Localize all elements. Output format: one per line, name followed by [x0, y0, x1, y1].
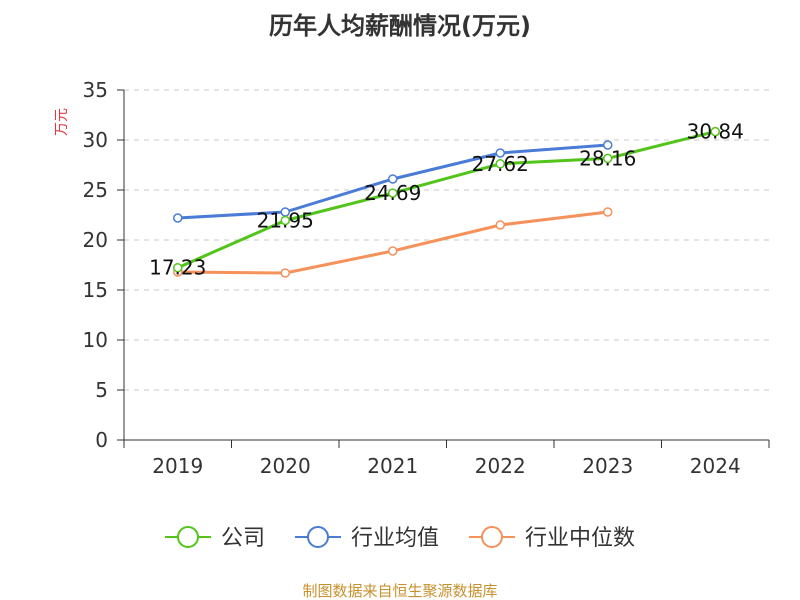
legend-item: 行业均值	[295, 526, 439, 551]
data-point	[280, 215, 290, 226]
axes: 0 5 10 15 20 25 30 35 2019 2020 2021 2022 2023 2024	[83, 78, 770, 478]
data-point	[173, 262, 183, 273]
x-tick-label: 2024	[690, 454, 741, 478]
legend-label: 行业中位数	[525, 526, 635, 551]
x-tick-label: 2023	[582, 454, 633, 478]
data-point	[710, 126, 720, 137]
grid-lines	[124, 89, 769, 391]
x-tick-label: 2020	[260, 454, 311, 478]
legend-swatch-marker	[177, 526, 199, 548]
data-point	[603, 207, 613, 217]
x-tick-label: 2021	[367, 454, 418, 478]
data-point	[388, 174, 398, 184]
y-tick-label: 30	[83, 128, 108, 152]
data-label: 27.62	[472, 152, 529, 176]
y-tick-label: 5	[95, 378, 108, 402]
chart-title: 历年人均薪酬情况(万元)	[269, 12, 531, 40]
y-tick-label: 15	[83, 278, 108, 302]
y-tick-label: 0	[95, 428, 108, 452]
legend-swatch-marker	[307, 526, 329, 548]
data-point	[495, 159, 505, 169]
data-point	[388, 246, 398, 256]
legend-swatch-marker	[481, 526, 503, 548]
x-tick-label: 2022	[475, 454, 526, 478]
legend-item: 公司	[165, 526, 265, 551]
legend-label: 行业均值	[351, 526, 439, 551]
series-line	[177, 130, 716, 270]
data-point	[173, 213, 183, 223]
legend: 公司 行业均值 行业中位数	[165, 526, 635, 551]
data-label: 28.16	[579, 146, 636, 170]
y-tick-label: 25	[83, 178, 108, 202]
data-point	[495, 148, 505, 158]
data-label: 24.69	[364, 181, 421, 205]
data-label: 30.84	[687, 120, 744, 144]
y-tick-label: 10	[83, 328, 108, 352]
legend-item: 行业中位数	[469, 526, 635, 551]
data-labels: 17.23 21.95 24.69 27.62 28.16 30.84	[149, 120, 744, 280]
data-point	[495, 220, 505, 230]
data-point	[603, 140, 613, 150]
series-lines	[173, 126, 720, 278]
source-note: 制图数据来自恒生聚源数据库	[302, 582, 497, 600]
y-tick-label: 20	[83, 228, 108, 252]
data-point	[388, 188, 398, 198]
y-tick-label: 35	[83, 78, 108, 102]
legend-label: 公司	[221, 526, 265, 551]
data-label: 17.23	[149, 256, 206, 280]
data-label: 21.95	[257, 209, 314, 233]
data-point	[603, 153, 613, 164]
y-axis-unit-label: 万元	[54, 108, 70, 136]
x-tick-label: 2019	[152, 454, 203, 478]
series-line	[177, 210, 608, 275]
data-point	[280, 268, 290, 278]
